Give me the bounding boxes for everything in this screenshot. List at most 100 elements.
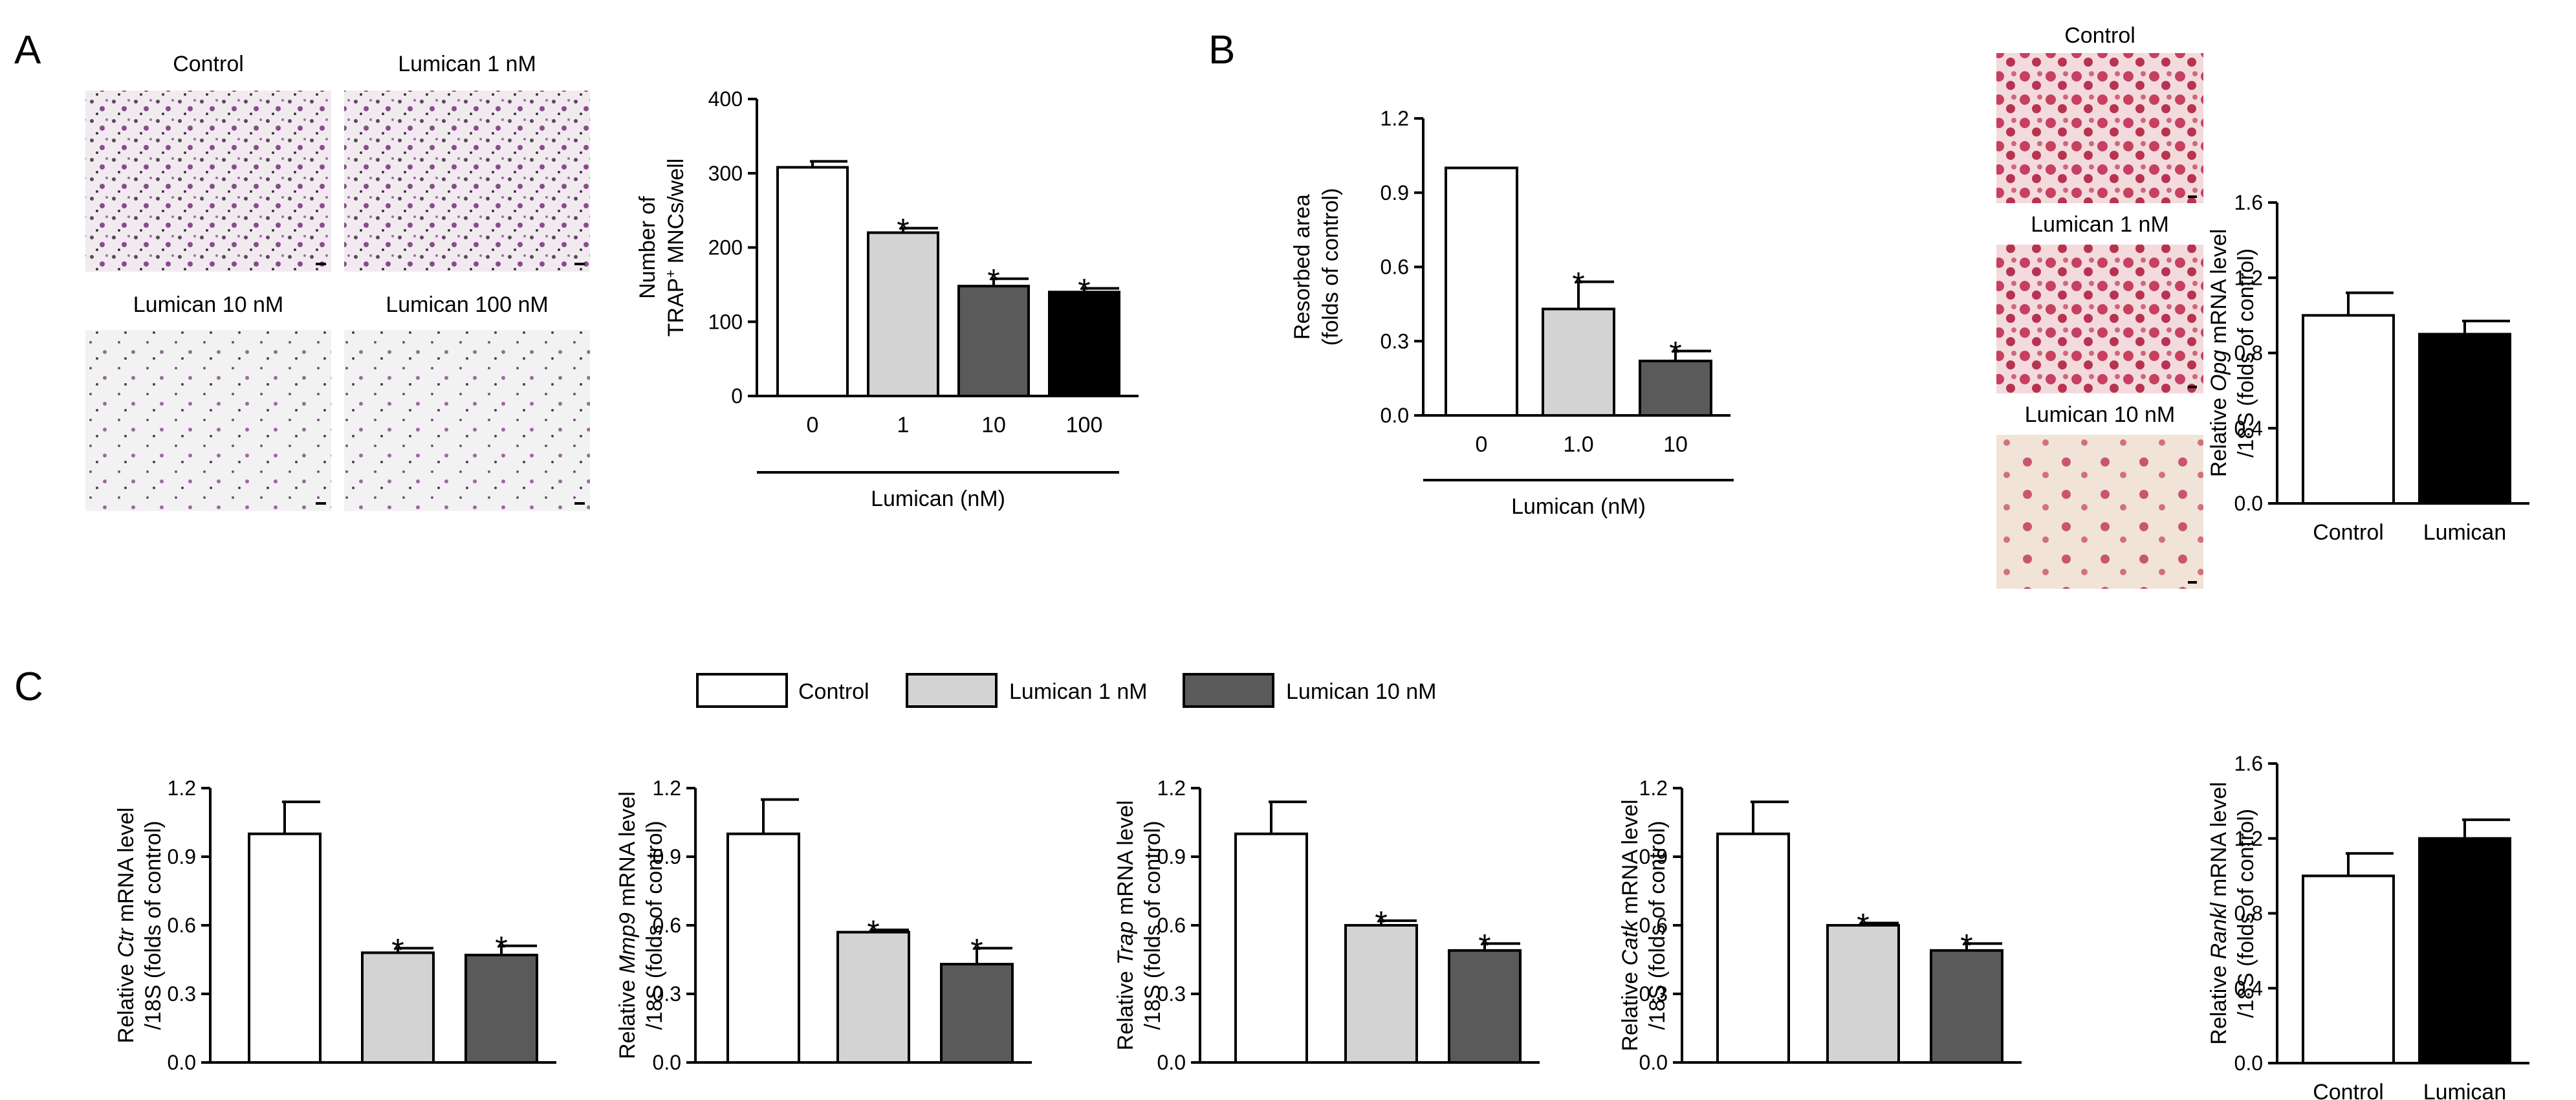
bar — [1234, 832, 1308, 1064]
bar — [248, 832, 322, 1064]
micrograph-label-control: Control — [173, 52, 244, 76]
y-tick-label: 0.6 — [1157, 914, 1186, 937]
panel-letter-c: C — [14, 665, 43, 709]
y-tick-label: 0 — [731, 384, 743, 408]
x-tick-label: 10 — [981, 413, 1006, 437]
bar — [1542, 307, 1615, 417]
bar — [2302, 314, 2395, 505]
y-tick-label: 0.8 — [2234, 902, 2263, 925]
x-axis-label: Lumican (nM) — [1511, 494, 1646, 519]
bar — [1344, 924, 1418, 1064]
significance-star: * — [391, 932, 404, 968]
y-tick-label: 0.0 — [1157, 1051, 1186, 1074]
scale-bar — [574, 263, 585, 265]
micrograph-control-b — [1996, 53, 2203, 203]
chart-ctr-mrna: 0.0 0.3 0.6 0.9 1.2 * * Relative Ctr mRNA level… — [114, 776, 556, 1074]
micrograph-lumican-1 — [344, 91, 590, 272]
x-tick-label: Lumican — [2423, 1080, 2507, 1100]
bar — [2418, 333, 2511, 505]
significance-star: * — [1572, 265, 1584, 302]
y-tick-label: 0.6 — [1381, 256, 1409, 279]
significance-star: * — [970, 932, 983, 968]
legend-swatch-control — [696, 673, 788, 708]
bar — [726, 832, 800, 1064]
bar — [957, 285, 1030, 398]
y-tick-label: 0.0 — [2234, 492, 2263, 515]
micrograph-label-lumican-1: Lumican 1 nM — [398, 52, 536, 76]
micrograph-label-lumican-10-b: Lumican 10 nM — [2025, 402, 2175, 427]
chart-catk-mrna: 0.0 0.3 0.6 0.9 1.2 * * Relative Catk mRNA leve… — [1618, 776, 2022, 1074]
legend: Control Lumican 1 nM Lumican 10 nM — [696, 673, 1436, 708]
significance-star: * — [1857, 907, 1869, 943]
legend-label-control: Control — [798, 679, 869, 704]
legend-label-lumican-10: Lumican 10 nM — [1286, 679, 1436, 704]
y-tick-label: 200 — [708, 236, 743, 259]
y-tick-label: 0.3 — [168, 982, 196, 1006]
x-tick-label: Lumican — [2423, 520, 2507, 545]
y-axis-label: Relative Opg mRNA level/18S (folds of co… — [2207, 229, 2258, 478]
scale-bar — [2188, 581, 2197, 584]
x-tick-label: 1 — [897, 413, 910, 437]
micrograph-lumican-10-b — [1996, 435, 2203, 589]
y-tick-label: 0.3 — [1381, 329, 1409, 353]
y-tick-label: 1.2 — [168, 776, 196, 800]
micrograph-label-lumican-100: Lumican 100 nM — [386, 292, 548, 317]
significance-star: * — [1375, 905, 1387, 941]
y-tick-label: 1.2 — [1157, 776, 1186, 800]
y-tick-label: 0.9 — [1157, 845, 1186, 868]
y-tick-label: 0.9 — [1639, 845, 1668, 868]
y-axis-label: Resorbed area (folds of control) — [1290, 188, 1343, 346]
y-tick-label: 0.0 — [2234, 1051, 2263, 1075]
y-tick-label: 1.2 — [1639, 776, 1668, 800]
significance-star: * — [1478, 927, 1490, 963]
x-tick-label: 10 — [1663, 432, 1688, 457]
chart-trap-mncs: 0 100 200 300 400 0 * 1 * 10 * 100 Lumican (nM) Numbe… — [635, 87, 1139, 511]
y-tick-label: 0.0 — [1381, 404, 1409, 427]
bar — [361, 951, 435, 1064]
y-tick-label: 0.4 — [2234, 417, 2263, 440]
y-tick-label: 0.6 — [168, 914, 196, 937]
y-tick-label: 0.0 — [1639, 1051, 1668, 1074]
scale-bar — [316, 263, 326, 265]
y-tick-label: 0.6 — [653, 914, 681, 937]
bar — [1930, 949, 2003, 1064]
significance-star: * — [1669, 335, 1681, 371]
bar — [867, 231, 939, 397]
y-tick-label: 1.2 — [653, 776, 681, 800]
y-tick-label: 100 — [708, 310, 743, 333]
bar — [1445, 166, 1518, 417]
x-tick-label: 1.0 — [1563, 432, 1593, 457]
panel-letter-a: A — [14, 28, 41, 72]
legend-swatch-lumican-1 — [906, 673, 998, 708]
significance-star: * — [867, 914, 879, 950]
y-tick-label: 0.4 — [2234, 976, 2263, 1000]
significance-star: * — [495, 930, 507, 966]
y-tick-label: 0.3 — [1639, 982, 1668, 1006]
y-tick-label: 0.8 — [2234, 342, 2263, 365]
y-tick-label: 0.6 — [1639, 914, 1668, 937]
chart-rankl-mrna: 0.0 0.4 0.8 1.2 1.6 Control Lumican Relative Ra… — [2207, 752, 2529, 1100]
y-tick-label: 1.6 — [2234, 752, 2263, 775]
bar — [776, 166, 849, 397]
y-tick-label: 300 — [708, 162, 743, 185]
y-tick-label: 0.0 — [653, 1051, 681, 1074]
micrographs-a: Control Lumican 1 nM Lumican 10 nM Lumic… — [85, 52, 590, 511]
bar — [1448, 949, 1522, 1064]
micrographs-b: Control Lumican 1 nM Lumican 10 nM — [1996, 23, 2203, 589]
y-tick-label: 0.3 — [1157, 982, 1186, 1006]
scale-bar — [2188, 386, 2197, 388]
bar — [464, 953, 538, 1064]
micrograph-lumican-1-b — [1996, 245, 2203, 393]
chart-resorbed-area: 0.0 0.3 0.6 0.9 1.2 0 * 1.0 * 10 Lumican (nM) Resor… — [1290, 107, 1734, 519]
bar — [940, 963, 1014, 1064]
y-tick-label: 1.2 — [1381, 107, 1409, 130]
scale-bar — [574, 502, 585, 505]
bar — [1048, 291, 1120, 397]
x-tick-label: Control — [2313, 1080, 2384, 1100]
significance-star: * — [987, 263, 999, 299]
y-tick-label: 0.9 — [168, 845, 196, 868]
x-tick-label: Control — [2313, 520, 2384, 545]
bar — [1716, 832, 1790, 1064]
bar — [836, 930, 910, 1064]
